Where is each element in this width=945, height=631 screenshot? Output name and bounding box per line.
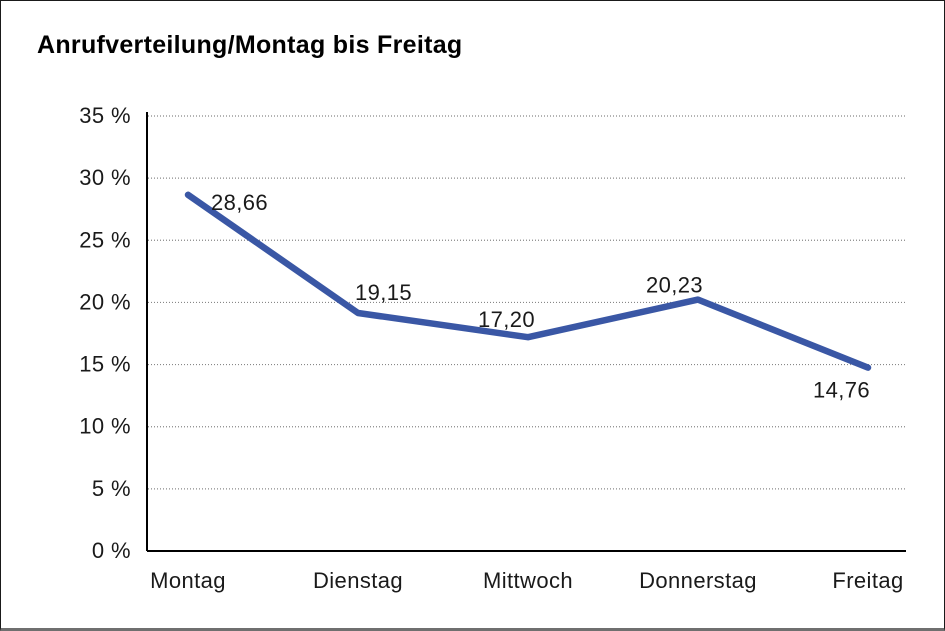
- data-line: [184, 191, 872, 371]
- x-category-label: Donnerstag: [639, 568, 757, 593]
- x-category-label: Montag: [150, 568, 226, 593]
- y-tick-label: 20 %: [79, 289, 131, 314]
- y-tick-label: 5 %: [92, 476, 131, 501]
- x-category-label: Mittwoch: [483, 568, 573, 593]
- y-tick-label: 35 %: [79, 103, 131, 128]
- y-tick-label: 25 %: [79, 227, 131, 252]
- data-point-label: 19,15: [355, 280, 412, 305]
- data-point-label: 20,23: [646, 273, 703, 298]
- x-category-label: Dienstag: [313, 568, 403, 593]
- y-tick-label: 0 %: [92, 538, 131, 563]
- y-tick-label: 15 %: [79, 352, 131, 377]
- chart-title: Anrufverteilung/Montag bis Freitag: [37, 31, 463, 59]
- y-tick-label: 10 %: [79, 414, 131, 439]
- x-category-label: Freitag: [832, 568, 903, 593]
- data-point-label: 17,20: [478, 307, 535, 332]
- data-point-label: 14,76: [813, 378, 870, 403]
- data-point-label: 28,66: [211, 190, 268, 215]
- y-tick-label: 30 %: [79, 165, 131, 190]
